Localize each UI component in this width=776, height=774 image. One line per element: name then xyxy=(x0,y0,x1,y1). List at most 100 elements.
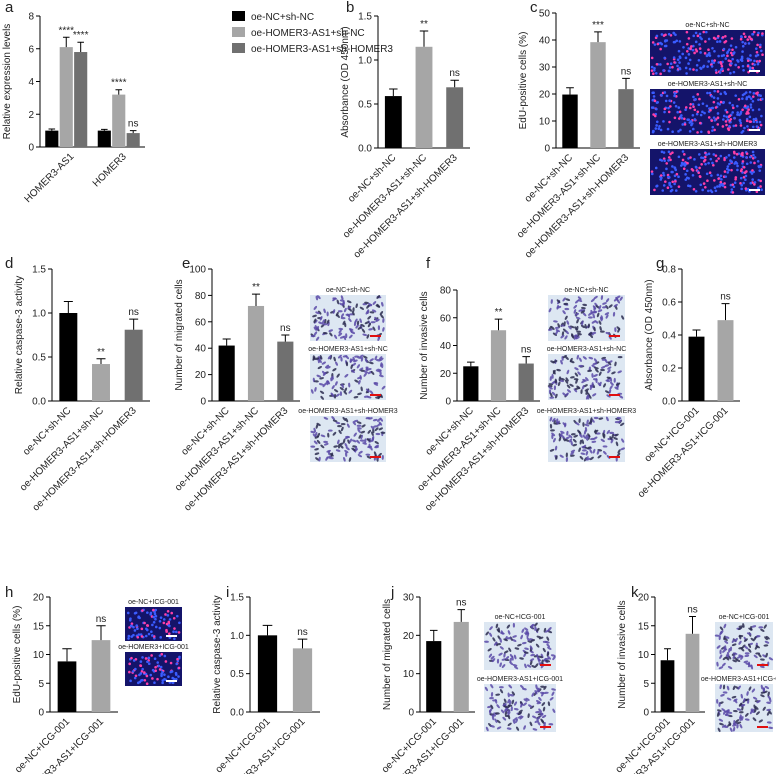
cell xyxy=(342,320,346,326)
cell xyxy=(316,374,322,378)
cell xyxy=(744,187,748,190)
cell xyxy=(688,184,692,188)
cell xyxy=(344,443,348,448)
cell xyxy=(719,722,724,726)
cell xyxy=(320,434,326,438)
cell xyxy=(577,299,583,302)
cell xyxy=(357,326,362,330)
cell xyxy=(667,159,670,162)
cell xyxy=(146,611,149,614)
cell xyxy=(670,188,674,192)
micrograph xyxy=(650,30,765,76)
cell xyxy=(578,357,582,362)
cell xyxy=(547,701,551,707)
cell xyxy=(344,387,348,392)
cell xyxy=(746,691,749,696)
bar xyxy=(518,363,534,401)
cell xyxy=(344,449,349,454)
cell xyxy=(763,644,769,647)
y-tick-label: 15 xyxy=(638,621,650,632)
cell xyxy=(760,658,765,661)
cell xyxy=(585,434,590,439)
cell xyxy=(372,326,376,331)
cell xyxy=(732,685,736,691)
legend-label: oe-HOMER3-AS1+sh-NC xyxy=(251,28,365,39)
cell xyxy=(154,608,158,612)
cell xyxy=(507,714,511,720)
cell xyxy=(344,436,349,440)
cell xyxy=(375,359,381,362)
cell xyxy=(509,694,515,697)
cell xyxy=(577,332,582,336)
cell xyxy=(689,47,692,51)
cell xyxy=(684,106,688,109)
cell xyxy=(651,41,655,44)
cell xyxy=(592,362,598,366)
cell xyxy=(575,422,580,426)
cell xyxy=(490,704,494,709)
y-tick-label: 60 xyxy=(440,313,452,324)
cell xyxy=(322,383,326,388)
cell xyxy=(556,299,561,304)
cell xyxy=(726,54,729,58)
cell xyxy=(534,690,538,695)
error-bar xyxy=(664,648,671,661)
cell xyxy=(757,178,761,182)
cell xyxy=(666,127,670,131)
cell xyxy=(732,709,738,713)
cell xyxy=(751,95,755,98)
cell xyxy=(551,688,556,691)
cell xyxy=(505,656,510,660)
cell xyxy=(681,52,684,56)
cell xyxy=(668,69,671,73)
cell xyxy=(747,699,750,704)
cell xyxy=(357,356,362,359)
cell xyxy=(580,389,583,394)
significance: ns xyxy=(128,119,139,130)
cell xyxy=(650,170,654,173)
cell xyxy=(677,117,681,120)
cell xyxy=(723,170,727,173)
cell xyxy=(685,169,689,173)
cell xyxy=(150,630,153,634)
cell xyxy=(485,631,489,636)
cell xyxy=(759,43,762,47)
cell xyxy=(315,336,320,341)
cell xyxy=(654,127,658,130)
cell xyxy=(678,40,682,43)
cell xyxy=(738,625,744,628)
micrograph xyxy=(484,684,556,732)
y-tick-label: 40 xyxy=(195,344,207,355)
cell xyxy=(726,685,730,691)
cell xyxy=(674,33,677,37)
cell xyxy=(663,44,667,48)
cell xyxy=(767,695,771,700)
cell xyxy=(345,361,349,367)
cell xyxy=(318,456,321,462)
cell xyxy=(746,59,750,63)
cell xyxy=(322,332,328,335)
cell xyxy=(379,357,384,362)
cell xyxy=(747,664,753,668)
cell xyxy=(565,392,569,397)
cell xyxy=(380,431,386,434)
cell xyxy=(717,727,721,733)
cell xyxy=(683,123,687,126)
cell xyxy=(681,158,685,162)
cell xyxy=(720,183,724,187)
cell xyxy=(729,727,733,732)
cell xyxy=(605,298,610,303)
bar xyxy=(91,640,111,712)
cell xyxy=(374,355,378,361)
cell xyxy=(129,679,132,683)
cell xyxy=(713,50,716,53)
cell xyxy=(552,332,557,336)
cell xyxy=(752,30,756,34)
cell xyxy=(342,438,346,444)
cell xyxy=(673,92,677,95)
cell xyxy=(758,45,762,49)
cell xyxy=(588,316,593,319)
cell xyxy=(709,108,712,112)
cell xyxy=(656,42,660,46)
